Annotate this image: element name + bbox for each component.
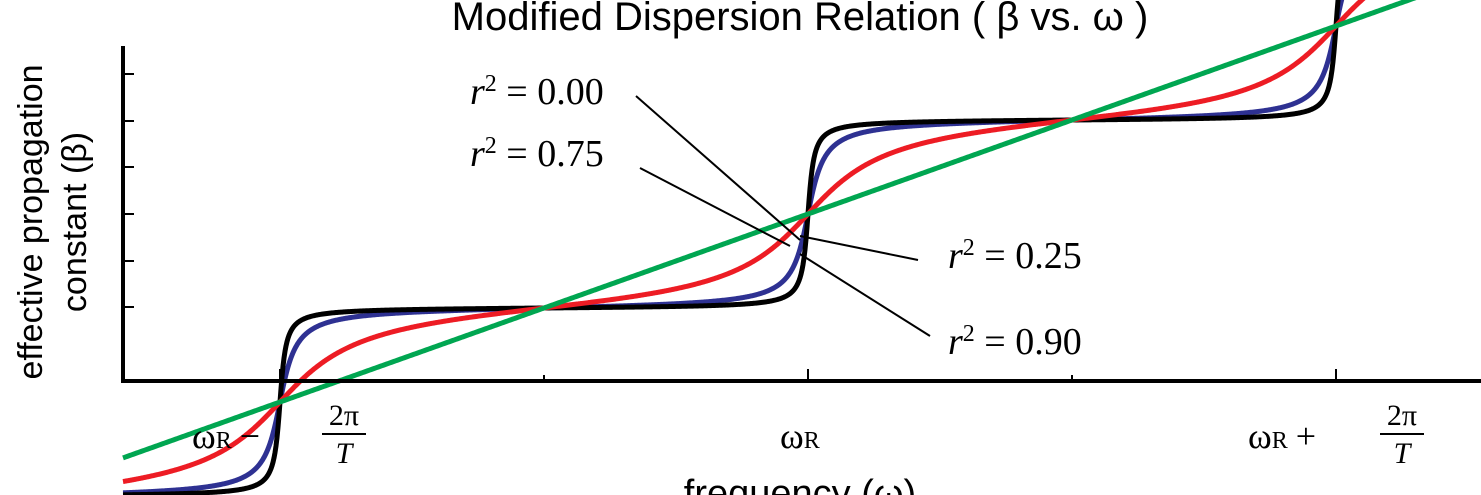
y-axis-label-line2: constant (β): [56, 132, 94, 312]
svg-text:T: T: [1394, 437, 1413, 470]
leader-lines-group: [635, 95, 931, 337]
x-tick-label-right: ωR + 2π T: [1248, 399, 1424, 470]
x-tick-label-center: ωR: [780, 416, 820, 456]
curves-group: [121, 0, 1417, 495]
leader-line-r2-025: [799, 235, 919, 261]
x-axis-label: frequency (ω): [684, 473, 916, 495]
leader-line-r2-090: [799, 253, 931, 337]
svg-text:2π: 2π: [329, 399, 359, 432]
svg-text:2π: 2π: [1387, 399, 1417, 432]
annotation-r2-090: r2 = 0.90: [948, 321, 1082, 363]
svg-text:ωR−: ωR −: [192, 416, 260, 456]
leader-line-r2-000: [635, 95, 801, 241]
svg-text:T: T: [336, 437, 355, 470]
series-line-r2-075: [121, 0, 1345, 495]
chart-title: Modified Dispersion Relation ( β vs. ω ): [452, 0, 1149, 39]
series-line-r2-09: [121, 0, 1341, 495]
svg-text:ωR: ωR: [780, 416, 820, 456]
x-ticks-group: [279, 369, 1337, 381]
annotation-r2-000: r2 = 0.00: [470, 71, 604, 113]
y-axis-label-line1: effective propagation: [12, 64, 50, 379]
x-tick-label-left: ωR − 2π T: [192, 399, 366, 470]
series-line-r2-025: [121, 0, 1366, 485]
series-line-r2-0: [121, 0, 1417, 461]
svg-text:ωR+: ωR +: [1248, 416, 1316, 456]
leader-line-r2-075: [639, 167, 791, 247]
annotation-r2-025: r2 = 0.25: [948, 235, 1082, 277]
annotation-r2-075: r2 = 0.75: [470, 133, 604, 175]
y-ticks-group: [123, 73, 134, 308]
